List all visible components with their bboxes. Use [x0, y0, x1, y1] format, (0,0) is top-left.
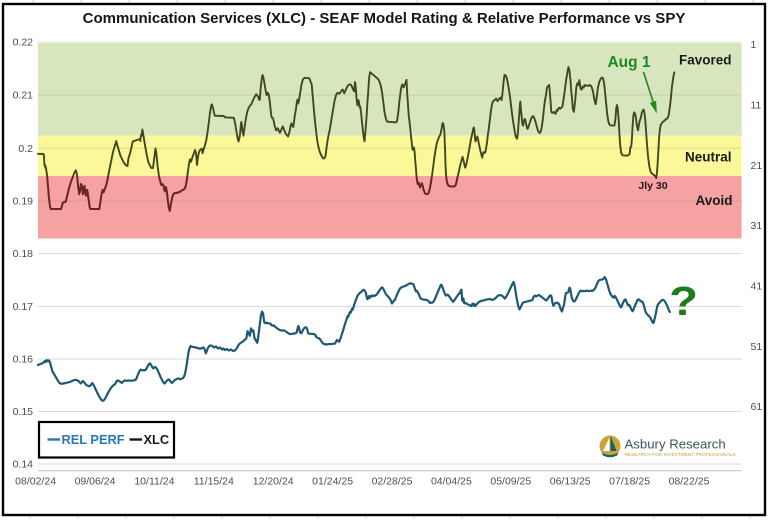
svg-text:Favored: Favored: [679, 53, 732, 68]
svg-text:41: 41: [751, 281, 763, 293]
svg-text:61: 61: [751, 401, 763, 413]
svg-text:0.21: 0.21: [13, 90, 34, 102]
svg-text:0.15: 0.15: [13, 406, 34, 418]
svg-text:0.18: 0.18: [13, 248, 34, 260]
svg-text:51: 51: [751, 341, 763, 353]
svg-text:10/11/24: 10/11/24: [134, 476, 174, 488]
svg-text:Communication Services (XLC) -: Communication Services (XLC) - SEAF Mode…: [83, 10, 686, 27]
svg-text:12/20/24: 12/20/24: [253, 476, 294, 488]
svg-text:08/02/24: 08/02/24: [15, 476, 56, 488]
svg-text:11/15/24: 11/15/24: [194, 476, 234, 488]
svg-text:Jly 30: Jly 30: [638, 180, 667, 192]
svg-text:Asbury Research: Asbury Research: [625, 437, 726, 452]
svg-text:0.16: 0.16: [13, 354, 34, 366]
svg-text:05/09/25: 05/09/25: [490, 476, 531, 488]
svg-text:0.2: 0.2: [18, 143, 33, 155]
svg-text:0.14: 0.14: [13, 459, 34, 471]
svg-text:07/18/25: 07/18/25: [609, 476, 650, 488]
svg-text:Neutral: Neutral: [685, 150, 732, 165]
svg-text:1: 1: [751, 39, 757, 51]
svg-text:21: 21: [751, 160, 763, 172]
svg-text:11: 11: [751, 100, 762, 112]
svg-text:04/04/25: 04/04/25: [431, 476, 472, 488]
svg-text:08/22/25: 08/22/25: [669, 476, 710, 488]
svg-text:XLC: XLC: [144, 432, 170, 447]
svg-text:09/06/24: 09/06/24: [75, 476, 116, 488]
svg-text:02/28/25: 02/28/25: [372, 476, 413, 488]
svg-text:RESEARCH FOR INVESTMENT PROFES: RESEARCH FOR INVESTMENT PROFESSIONALS: [625, 452, 736, 457]
svg-text:06/13/25: 06/13/25: [550, 476, 591, 488]
svg-text:?: ?: [669, 279, 698, 324]
svg-text:REL PERF: REL PERF: [62, 432, 125, 447]
svg-text:0.22: 0.22: [13, 37, 34, 49]
svg-text:0.19: 0.19: [13, 196, 34, 208]
svg-text:Avoid: Avoid: [696, 193, 733, 208]
svg-text:01/24/25: 01/24/25: [312, 476, 353, 488]
svg-text:0.17: 0.17: [13, 301, 34, 313]
svg-text:Aug 1: Aug 1: [607, 54, 650, 71]
svg-text:31: 31: [751, 220, 763, 232]
